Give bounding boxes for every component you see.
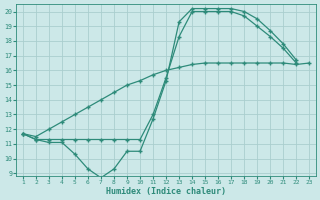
X-axis label: Humidex (Indice chaleur): Humidex (Indice chaleur): [106, 187, 226, 196]
